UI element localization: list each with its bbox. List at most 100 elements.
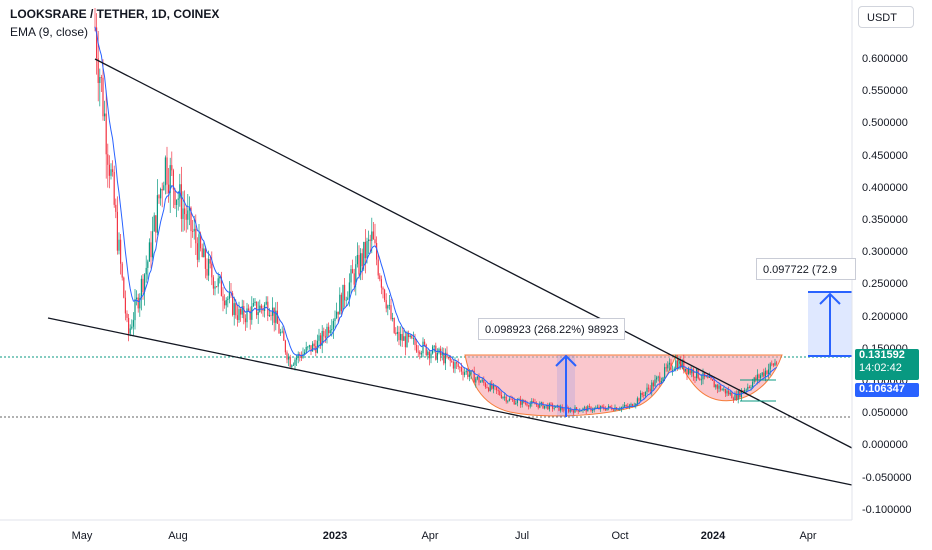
candle-body xyxy=(289,357,291,368)
indicator-legend[interactable]: EMA (9, close) xyxy=(10,25,89,39)
candle-body xyxy=(337,311,339,315)
candle-body xyxy=(492,385,494,389)
candle-body xyxy=(632,404,634,408)
candle-body xyxy=(526,403,528,406)
time-tick-label: Apr xyxy=(421,530,439,542)
candle-body xyxy=(356,254,358,265)
candle-body xyxy=(326,326,328,338)
candle-body xyxy=(715,384,717,388)
candle-body xyxy=(409,335,411,338)
candle-body xyxy=(388,305,390,306)
candle-body xyxy=(571,409,573,411)
candle-body xyxy=(649,388,651,392)
candle-body xyxy=(329,330,331,334)
candle-body xyxy=(387,305,389,309)
candle-body xyxy=(396,331,398,334)
candle-body xyxy=(158,195,160,199)
candle-body xyxy=(622,406,624,408)
candle-body xyxy=(112,169,114,172)
candle-body xyxy=(300,355,302,358)
candle-body xyxy=(529,403,531,407)
candle-body xyxy=(305,347,307,353)
candle-body xyxy=(163,185,165,191)
candle-body xyxy=(510,398,512,400)
candle-body xyxy=(252,303,254,307)
candle-body xyxy=(212,277,214,289)
candle-body xyxy=(561,406,563,410)
candle-body xyxy=(316,340,318,353)
candle-body xyxy=(107,154,109,165)
candle-body xyxy=(659,376,661,383)
candle-body xyxy=(148,242,150,262)
candle-body xyxy=(574,407,576,413)
current-price-value: 0.131592 xyxy=(859,349,905,361)
candle-body xyxy=(275,310,277,323)
candle-body xyxy=(724,388,726,394)
time-tick-label: Apr xyxy=(799,530,817,542)
candle-body xyxy=(403,336,405,341)
candle-body xyxy=(646,387,648,392)
candle-body xyxy=(480,381,482,383)
candle-body xyxy=(764,370,766,377)
candle-body xyxy=(268,315,270,317)
candle-body xyxy=(609,405,611,408)
candle-body xyxy=(705,376,707,378)
candle-body xyxy=(500,394,502,399)
candle-body xyxy=(475,378,477,383)
candle-body xyxy=(766,370,768,375)
candle-body xyxy=(203,248,205,258)
candle-body xyxy=(736,394,738,400)
candle-body xyxy=(625,405,627,407)
candle-body xyxy=(699,378,701,380)
price-tick-label: 0.300000 xyxy=(862,246,908,259)
candle-body xyxy=(353,273,355,285)
measure-label-2[interactable]: 0.097722 (72.9 xyxy=(756,258,856,280)
candle-body xyxy=(249,310,251,320)
candle-body xyxy=(644,391,646,396)
candle-body xyxy=(208,258,210,276)
candle-body xyxy=(465,370,467,373)
candle-body xyxy=(700,379,702,381)
candle-body xyxy=(745,389,747,391)
candle-body xyxy=(382,287,384,290)
candle-body xyxy=(265,301,267,305)
candle-body xyxy=(456,362,458,364)
candle-body xyxy=(464,372,466,375)
candle-body xyxy=(246,308,248,323)
candle-body xyxy=(737,390,739,400)
candle-body xyxy=(684,368,686,371)
currency-button[interactable]: USDT xyxy=(858,6,914,28)
candle-body xyxy=(366,241,368,259)
candle-body xyxy=(768,369,770,375)
candle-body xyxy=(140,278,142,299)
candle-body xyxy=(656,377,658,380)
candle-body xyxy=(361,253,363,267)
candle-body xyxy=(470,370,472,375)
candle-body xyxy=(334,318,336,322)
candle-body xyxy=(772,363,774,366)
candle-body xyxy=(436,352,438,360)
measure-arrow-1 xyxy=(555,354,577,417)
candle-body xyxy=(536,404,538,406)
candle-body xyxy=(123,277,125,298)
candle-body xyxy=(641,392,643,395)
candle-body xyxy=(542,402,544,409)
candle-body xyxy=(190,207,192,232)
price-tick-label: 0.400000 xyxy=(862,181,908,194)
candle-body xyxy=(390,305,392,320)
candle-body xyxy=(406,332,408,348)
candle-body xyxy=(281,331,283,333)
candle-body xyxy=(588,406,590,408)
candle-body xyxy=(460,367,462,372)
candle-body xyxy=(760,375,762,379)
candle-body xyxy=(294,359,296,365)
price-tick-label: 0.000000 xyxy=(862,439,908,452)
ema-line xyxy=(94,26,777,411)
candle-body xyxy=(688,369,690,374)
candle-body xyxy=(713,380,715,388)
measure-label-1[interactable]: 0.098923 (268.22%) 98923 xyxy=(478,318,626,340)
candle-body xyxy=(411,335,413,339)
candle-body xyxy=(694,376,696,378)
candle-body xyxy=(614,407,616,411)
